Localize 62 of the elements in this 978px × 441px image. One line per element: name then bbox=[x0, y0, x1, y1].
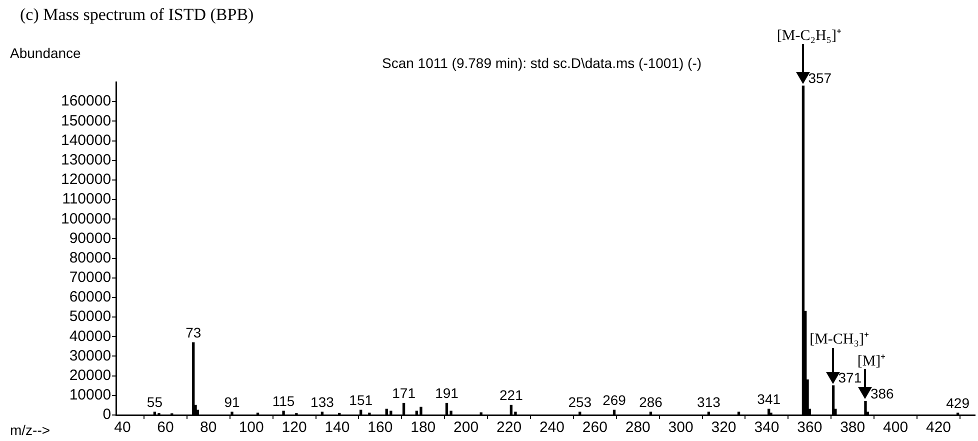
x-tick-label: 320 bbox=[711, 419, 736, 436]
y-tick-label: 20000 bbox=[69, 366, 112, 384]
x-tick-label: 140 bbox=[324, 419, 350, 436]
y-axis-title: Abundance bbox=[10, 45, 82, 61]
annotation: 386 bbox=[870, 385, 894, 402]
annotation: 221 bbox=[499, 387, 524, 404]
annotation: 191 bbox=[435, 385, 459, 402]
annotation: 253 bbox=[568, 394, 592, 410]
x-tick-label: 40 bbox=[114, 419, 131, 436]
chart-title: (c) Mass spectrum of ISTD (BPB) bbox=[20, 5, 254, 24]
annotation: 313 bbox=[697, 394, 721, 410]
annotation: 269 bbox=[602, 392, 626, 408]
y-tick-label: 0 bbox=[102, 406, 112, 424]
annotation: [M-CH₃]⁺ bbox=[810, 332, 869, 348]
y-tick-label: 70000 bbox=[69, 269, 112, 286]
y-tick-label: 110000 bbox=[62, 190, 112, 208]
annotation: 151 bbox=[349, 392, 373, 408]
y-tick-label: 40000 bbox=[69, 328, 112, 345]
annotation: 357 bbox=[808, 70, 832, 86]
x-tick-label: 120 bbox=[282, 419, 307, 436]
x-tick-label: 240 bbox=[539, 419, 564, 436]
annotation: 73 bbox=[186, 324, 202, 341]
annotation: 286 bbox=[639, 394, 663, 410]
x-tick-label: 220 bbox=[496, 419, 522, 436]
y-tick-label: 160000 bbox=[60, 92, 112, 110]
x-tick-label: 340 bbox=[754, 419, 780, 436]
x-tick-label: 160 bbox=[368, 419, 393, 436]
annotation: [M-C₂H₅]⁺ bbox=[776, 28, 842, 44]
x-tick-label: 300 bbox=[668, 419, 694, 436]
x-tick-label: 260 bbox=[582, 419, 608, 436]
annotation: [M]⁺ bbox=[857, 353, 886, 370]
x-tick-label: 60 bbox=[157, 419, 174, 436]
y-tick-label: 130000 bbox=[60, 151, 112, 168]
x-tick-label: 360 bbox=[797, 419, 822, 436]
y-tick-label: 150000 bbox=[60, 112, 112, 130]
x-tick-label: 400 bbox=[883, 419, 908, 436]
x-tick-label: 200 bbox=[454, 419, 479, 436]
annotation: 371 bbox=[838, 370, 862, 386]
y-tick-label: 90000 bbox=[69, 230, 112, 247]
y-tick-label: 120000 bbox=[60, 171, 112, 188]
y-tick-label: 50000 bbox=[69, 308, 112, 326]
annotation: 55 bbox=[146, 394, 163, 410]
x-tick-label: 80 bbox=[200, 419, 217, 436]
y-tick-label: 10000 bbox=[69, 386, 112, 404]
x-tick-label: 380 bbox=[840, 419, 866, 436]
annotation: 115 bbox=[272, 393, 295, 410]
x-tick-label: 100 bbox=[238, 419, 264, 436]
annotation: 171 bbox=[392, 385, 416, 402]
x-tick-label: 420 bbox=[926, 419, 952, 436]
y-tick-label: 60000 bbox=[69, 288, 112, 306]
annotation: 133 bbox=[310, 394, 334, 410]
x-tick-label: 280 bbox=[625, 419, 650, 436]
y-tick-label: 140000 bbox=[60, 132, 112, 149]
y-tick-label: 30000 bbox=[69, 347, 112, 364]
y-tick-label: 100000 bbox=[60, 210, 112, 228]
annotation: 91 bbox=[224, 394, 240, 410]
annotation: 429 bbox=[946, 395, 970, 412]
x-axis-title: m/z--> bbox=[10, 422, 50, 438]
y-tick-label: 80000 bbox=[69, 249, 112, 266]
chart-subtitle: Scan 1011 (9.789 min): std sc.D\data.ms (-1001) (-) bbox=[382, 55, 702, 71]
x-tick-label: 180 bbox=[410, 419, 436, 436]
annotation: 341 bbox=[757, 391, 781, 408]
